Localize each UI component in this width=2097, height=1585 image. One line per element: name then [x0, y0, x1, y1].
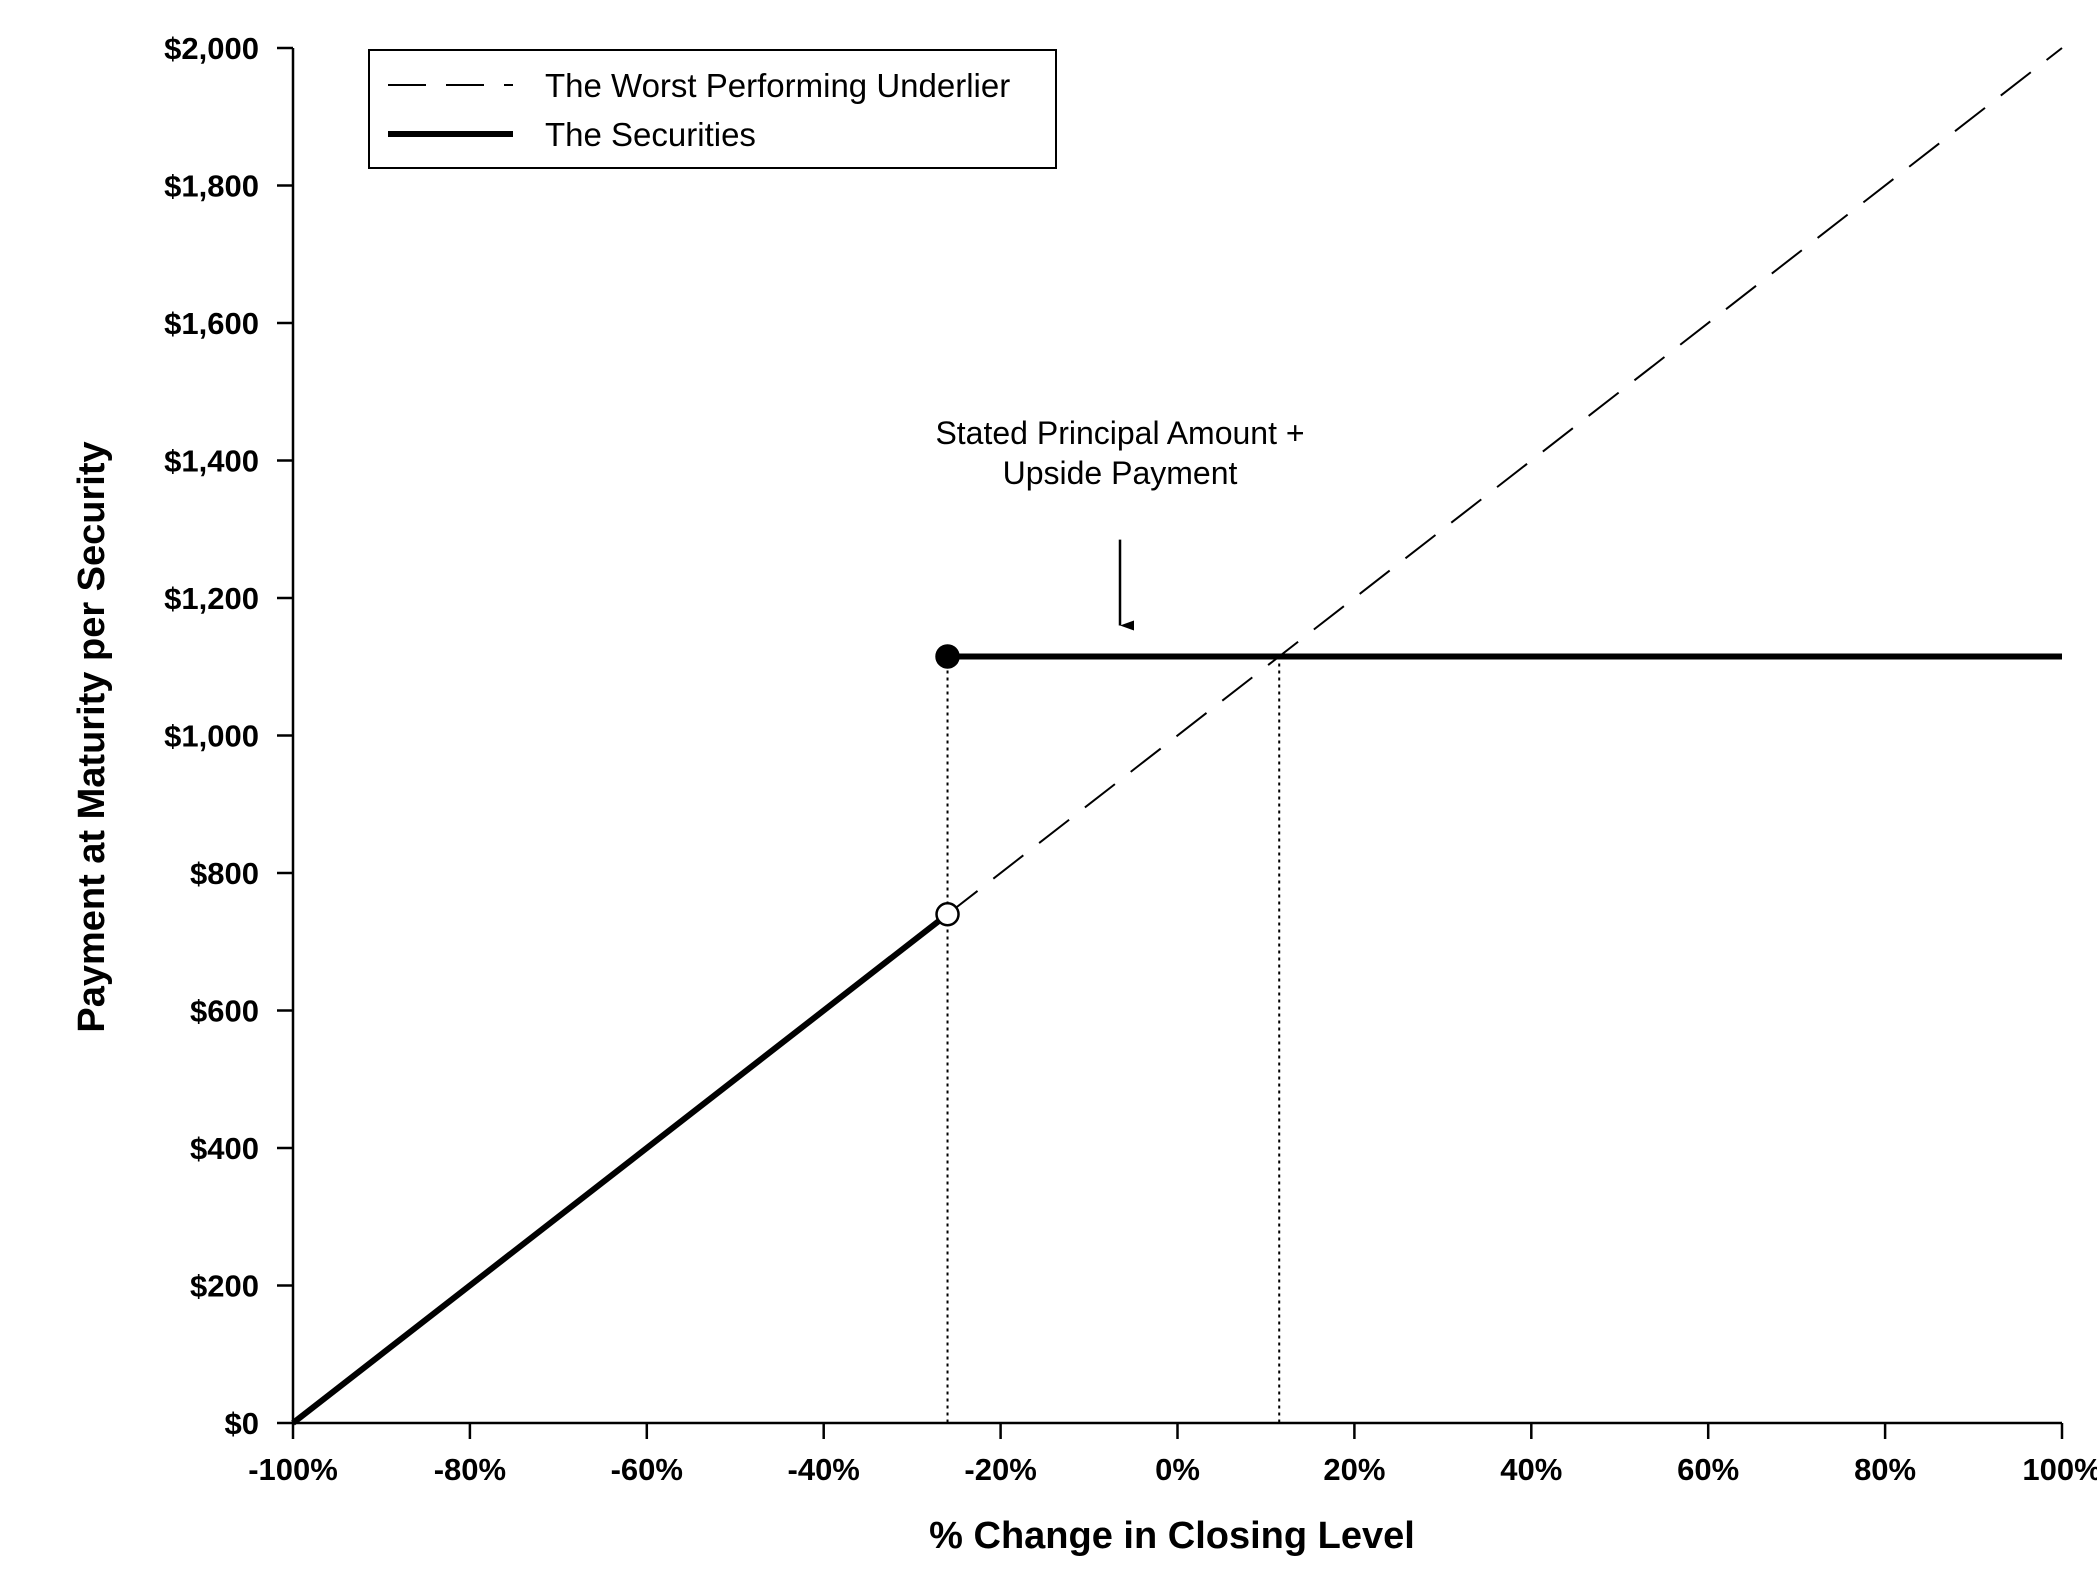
y-tick-label: $2,000 — [164, 31, 259, 66]
x-tick-label: -80% — [434, 1452, 506, 1487]
y-tick-label: $1,000 — [164, 719, 259, 754]
y-tick-label: $1,600 — [164, 306, 259, 341]
x-tick-label: -100% — [248, 1452, 338, 1487]
x-tick-label: 40% — [1500, 1452, 1562, 1487]
annotation-line-1: Stated Principal Amount + — [935, 415, 1304, 451]
x-axis-ticks: -100% -80% -60% -40% -20% 0% 20% 40% 60% 80% 100% — [248, 1423, 2097, 1487]
x-tick-label: -40% — [788, 1452, 860, 1487]
x-tick-label: 20% — [1323, 1452, 1385, 1487]
open-marker — [935, 902, 960, 927]
x-tick-label: -60% — [611, 1452, 683, 1487]
x-axis-title: % Change in Closing Level — [929, 1515, 1415, 1557]
legend-box — [368, 49, 1057, 169]
markers-layer — [935, 644, 960, 927]
series-layer — [291, 47, 2063, 1426]
x-tick-label: 80% — [1854, 1452, 1916, 1487]
reference-lines — [946, 656, 1281, 1423]
y-tick-label: $1,400 — [164, 444, 259, 479]
filled-marker — [935, 644, 960, 669]
x-tick-label: -20% — [964, 1452, 1036, 1487]
y-axis-ticks: $0 $200 $400 $600 $800 $1,000 $1,200 $1,400 $1,6… — [164, 31, 293, 1441]
y-tick-label: $600 — [190, 994, 259, 1029]
x-tick-label: 0% — [1155, 1452, 1200, 1487]
y-tick-label: $400 — [190, 1131, 259, 1166]
y-tick-label: $1,800 — [164, 169, 259, 204]
series-securities-segment — [291, 911, 950, 1426]
y-tick-label: $800 — [190, 856, 259, 891]
legend: The Worst Performing Underlier The Secur… — [368, 49, 1057, 169]
legend-label-securities: The Securities — [545, 116, 756, 153]
series-underlier-line — [946, 47, 2063, 916]
x-tick-label: 100% — [2022, 1452, 2097, 1487]
annotation-line-2: Upside Payment — [1003, 455, 1238, 491]
y-axis-title: Payment at Maturity per Security — [71, 441, 113, 1032]
y-tick-label: $1,200 — [164, 581, 259, 616]
x-tick-label: 60% — [1677, 1452, 1739, 1487]
legend-label-underlier: The Worst Performing Underlier — [545, 67, 1010, 104]
y-tick-label: $0 — [225, 1406, 259, 1441]
annotation: Stated Principal Amount + Upside Payment — [935, 415, 1305, 631]
y-tick-label: $200 — [190, 1269, 259, 1304]
